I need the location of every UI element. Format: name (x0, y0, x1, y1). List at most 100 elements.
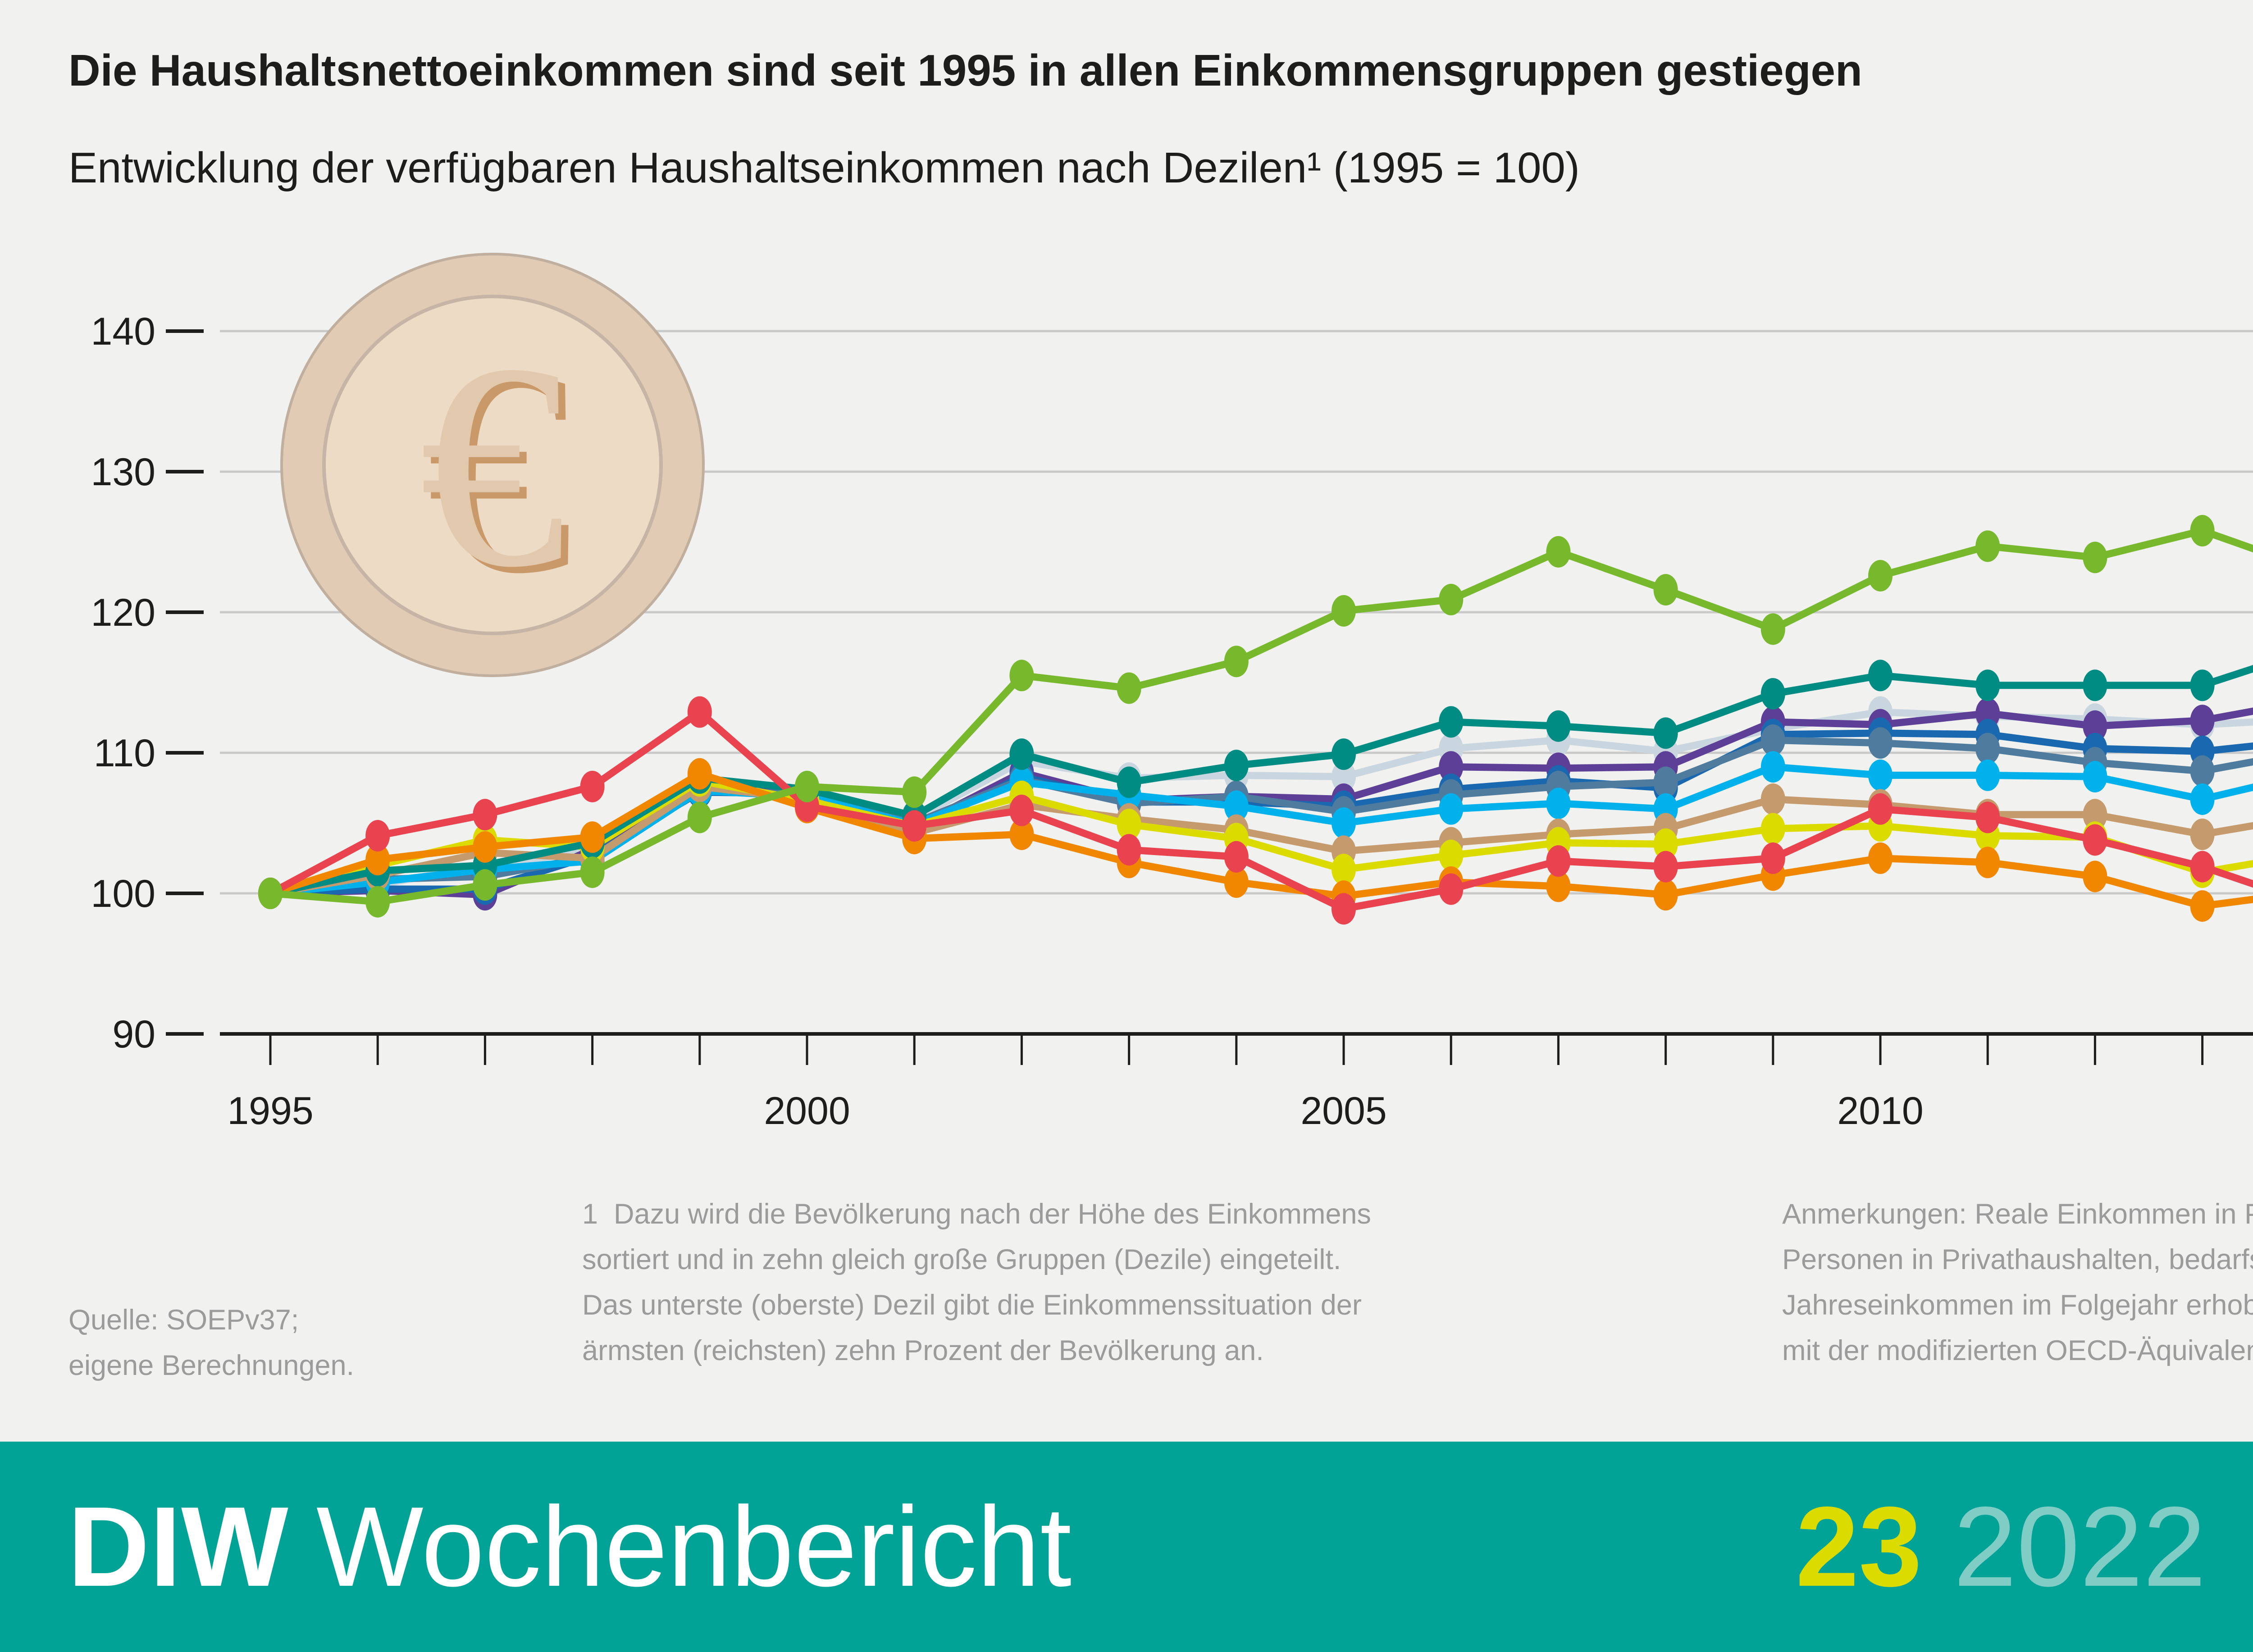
data-point (1439, 793, 1464, 825)
data-point (1653, 717, 1678, 749)
data-point (1760, 813, 1785, 845)
data-point (2083, 824, 2107, 856)
issue-info: 23 2022 (1796, 1442, 2206, 1652)
data-point (1975, 846, 2000, 878)
page-title: Die Haushaltsnettoeinkommen sind seit 19… (68, 46, 1862, 95)
y-axis-label-130: 130 (91, 451, 156, 494)
data-point (2083, 542, 2107, 573)
data-point (1760, 724, 1785, 756)
y-axis-label-90: 90 (112, 1013, 155, 1056)
data-point (1224, 866, 1249, 898)
data-point (1332, 807, 1356, 839)
data-point (580, 770, 605, 802)
data-point (1653, 828, 1678, 860)
data-point (1975, 801, 2000, 833)
page-subtitle: Entwicklung der verfügbaren Haushaltsein… (68, 144, 1580, 192)
data-point (2190, 669, 2215, 701)
data-point (258, 878, 283, 909)
data-point (687, 696, 712, 728)
note-line: Quelle: SOEPv37; (68, 1304, 299, 1336)
x-axis-label-2005: 2005 (1300, 1089, 1386, 1133)
data-point (1117, 809, 1141, 841)
data-point (1439, 873, 1464, 905)
note-line: Das unterste (oberste) Dezil gibt die Ei… (582, 1289, 1362, 1321)
series-1-dezil (258, 696, 2253, 925)
data-point (1546, 536, 1571, 568)
data-point (473, 869, 497, 901)
source-note: Quelle: SOEPv37; eigene Berechnungen. (68, 1297, 354, 1388)
data-point (2190, 755, 2215, 787)
data-point (2083, 761, 2107, 793)
series-3-dezil (258, 765, 2253, 909)
euro-symbol-shadow: € (427, 309, 573, 634)
data-point (1117, 672, 1141, 704)
data-point (580, 821, 605, 853)
data-point (1546, 870, 1571, 902)
data-point (1332, 853, 1356, 885)
data-point (1439, 583, 1464, 615)
data-point (1868, 793, 1893, 825)
data-point (1224, 841, 1249, 873)
issue-year: 2022 (1953, 1484, 2206, 1610)
data-point (1117, 766, 1141, 798)
data-point (1009, 738, 1034, 770)
data-point (2190, 705, 2215, 737)
publication-brand: DIW Wochenbericht (68, 1442, 1072, 1652)
data-point (1868, 660, 1893, 692)
data-point (1975, 669, 2000, 701)
note-line: mit der modifizierten OECD-Äquivalenzska… (1782, 1335, 2253, 1366)
data-point (580, 856, 605, 888)
data-point (1653, 851, 1678, 883)
data-point (902, 810, 927, 842)
data-point (1009, 660, 1034, 692)
data-point (2190, 851, 2215, 883)
data-point (1653, 766, 1678, 798)
data-point (1868, 727, 1893, 759)
x-axis-label-2000: 2000 (764, 1089, 850, 1133)
footnote-1: 1 Dazu wird die Bevölkerung nach der Höh… (582, 1192, 1371, 1374)
data-point (1224, 646, 1249, 678)
banner-background (0, 1442, 2253, 1652)
note-line: eigene Berechnungen. (68, 1350, 355, 1381)
data-point (2190, 783, 2215, 815)
data-point (2083, 669, 2107, 701)
note-line: ärmsten (reichsten) zehn Prozent der Bev… (582, 1335, 1264, 1366)
y-axis-label-100: 100 (91, 872, 156, 915)
data-point (1546, 787, 1571, 819)
y-axis-label-140: 140 (91, 310, 156, 353)
x-axis-label-1995: 1995 (227, 1089, 313, 1133)
data-point (2083, 710, 2107, 742)
data-point (2083, 860, 2107, 892)
euro-symbol: € (420, 303, 566, 628)
data-point (1009, 794, 1034, 826)
data-point (2083, 799, 2107, 831)
data-point (1439, 706, 1464, 738)
data-point (1117, 834, 1141, 866)
y-axis-label-110: 110 (94, 732, 155, 775)
data-point (1868, 842, 1893, 874)
data-point (2190, 515, 2215, 547)
axes: 1401301201101009019952000200520102015201… (91, 310, 2253, 1133)
data-point (1868, 759, 1893, 791)
data-point (1332, 761, 1356, 793)
data-point (473, 831, 497, 863)
data-point (1975, 530, 2000, 562)
data-point (473, 799, 497, 831)
data-point (1760, 613, 1785, 645)
data-point (1439, 839, 1464, 871)
brand-diw: DIW (68, 1484, 288, 1610)
series-2-dezil (258, 758, 2253, 922)
data-point (1653, 879, 1678, 911)
data-point (795, 770, 819, 802)
data-point (1760, 678, 1785, 710)
data-point (1224, 750, 1249, 782)
euro-coin-icon: € € (280, 253, 705, 677)
data-point (902, 776, 927, 808)
data-point (1546, 845, 1571, 877)
data-point (687, 801, 712, 833)
data-point (1975, 733, 2000, 765)
data-point (1760, 842, 1785, 874)
data-point (1760, 751, 1785, 783)
data-point (1332, 595, 1356, 627)
brand-wochenbericht: Wochenbericht (316, 1484, 1072, 1610)
